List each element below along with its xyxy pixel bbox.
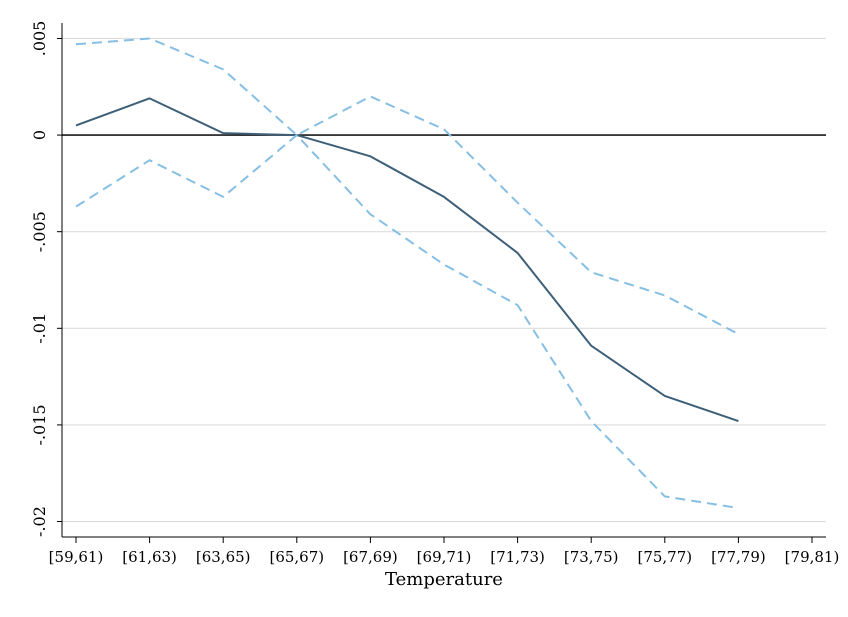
series-upper-ci <box>75 37 739 335</box>
x-tick-label: [65,67) <box>269 548 324 566</box>
x-axis-ticks: [59,61) [61,63) [63,65) [65,67) [67,69) [69,7… <box>49 537 840 566</box>
x-tick-label: [61,63) <box>122 548 177 566</box>
y-tick-label: -.005 <box>30 211 49 252</box>
y-tick-label: .005 <box>30 21 49 57</box>
x-tick-label: [71,73) <box>490 548 545 566</box>
y-tick-label: -.01 <box>30 313 49 344</box>
series-lines <box>75 37 739 510</box>
x-tick-label: [75,77) <box>637 548 692 566</box>
x-tick-label: [69,71) <box>417 548 472 566</box>
x-axis-title: Temperature <box>385 569 503 590</box>
y-tick-label: 0 <box>30 130 49 140</box>
y-tick-label: -.02 <box>30 506 49 537</box>
x-tick-label: [79,81) <box>785 548 840 566</box>
series-lower-ci <box>75 134 739 510</box>
x-tick-label: [73,75) <box>564 548 619 566</box>
x-tick-label: [63,65) <box>196 548 251 566</box>
x-tick-label: [67,69) <box>343 548 398 566</box>
y-axis-ticks: .005 0 -.005 -.01 -.015 -.02 <box>30 21 62 537</box>
y-tick-label: -.015 <box>30 404 49 445</box>
series-estimate <box>75 97 739 423</box>
x-tick-label: [77,79) <box>711 548 766 566</box>
x-tick-label: [59,61) <box>49 548 104 566</box>
